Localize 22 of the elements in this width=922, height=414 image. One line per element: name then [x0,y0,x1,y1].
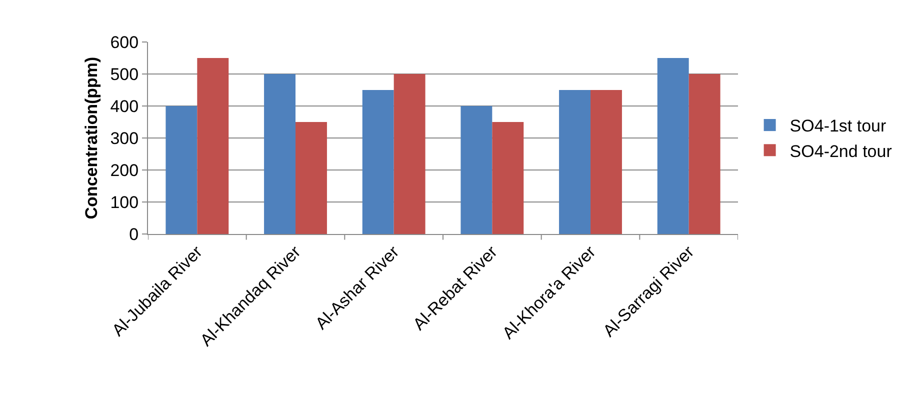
y-tick-label: 200 [110,160,139,180]
legend-label: SO4-1st tour [790,116,887,136]
bar [296,122,327,234]
bar [559,90,590,234]
y-tick-label: 100 [110,192,139,212]
bar [590,90,622,234]
y-tick-label: 300 [110,128,139,148]
y-tick-label: 0 [129,224,139,244]
bar [657,58,689,234]
bar [492,122,524,234]
y-tick-label: 600 [110,32,139,52]
bar [688,74,720,234]
bar [166,106,198,234]
bar [197,58,229,234]
bar [394,74,426,234]
y-axis-title: Concentration(ppm) [82,56,101,220]
bar [362,90,394,234]
bar [460,106,492,234]
y-tick-label: 400 [110,96,139,116]
bar [264,74,296,234]
legend-label: SO4-2nd tour [790,142,892,161]
y-tick-label: 500 [110,64,139,84]
